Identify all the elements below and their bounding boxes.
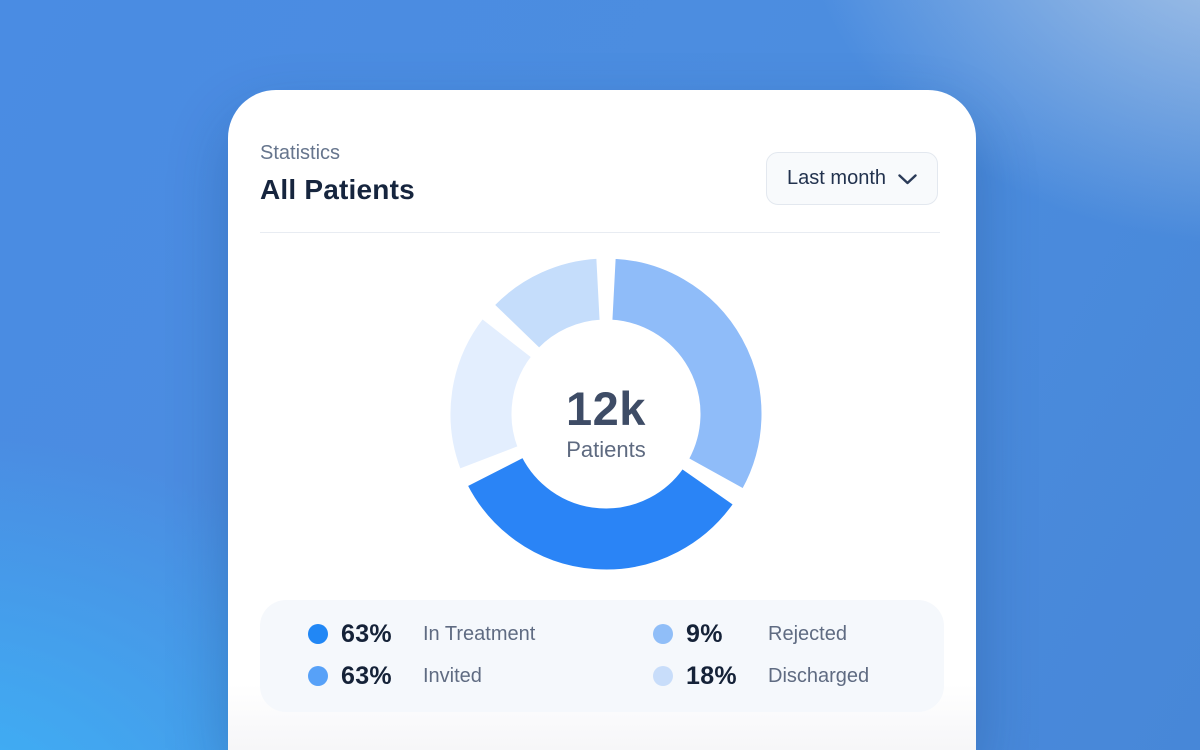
legend-dot-discharged: [653, 666, 673, 686]
legend-label-in-treatment: In Treatment: [423, 622, 536, 645]
arc-invited[interactable]: [609, 255, 765, 492]
legend-dot-rejected: [653, 624, 673, 644]
legend-label-invited: Invited: [423, 664, 482, 687]
legend-dot-invited: [308, 666, 328, 686]
legend-item-invited: 63% Invited: [308, 662, 653, 690]
card-eyebrow: Statistics: [260, 142, 341, 164]
divider: [260, 232, 940, 233]
legend-pct-rejected: 9%: [686, 619, 723, 648]
chevron-down-icon: [898, 174, 917, 185]
legend-panel: 63% In Treatment 9% Rejected 63% Invited…: [260, 600, 944, 712]
legend-dot-in-treatment: [308, 624, 328, 644]
legend-item-in-treatment: 63% In Treatment: [308, 620, 653, 648]
arc-discharged[interactable]: [491, 255, 603, 351]
legend-item-discharged: 18% Discharged: [653, 662, 944, 690]
card-header: Statistics All Patients Last month: [260, 140, 938, 208]
header-text: Statistics All Patients: [260, 140, 415, 208]
arc-rejected[interactable]: [447, 315, 535, 472]
statistics-card: Statistics All Patients Last month 12k P…: [228, 90, 976, 750]
legend-pct-invited: 63%: [341, 661, 392, 690]
time-range-dropdown[interactable]: Last month: [766, 152, 938, 205]
arc-in-treatment[interactable]: [464, 454, 737, 573]
time-range-value: Last month: [787, 167, 886, 189]
card-title: All Patients: [260, 174, 415, 205]
legend-item-rejected: 9% Rejected: [653, 620, 944, 648]
legend-pct-discharged: 18%: [686, 661, 737, 690]
legend-label-rejected: Rejected: [768, 622, 847, 645]
legend-pct-in-treatment: 63%: [341, 619, 392, 648]
legend-label-discharged: Discharged: [768, 664, 870, 687]
donut-svg: [447, 255, 765, 573]
donut-chart: 12k Patients: [441, 249, 771, 579]
